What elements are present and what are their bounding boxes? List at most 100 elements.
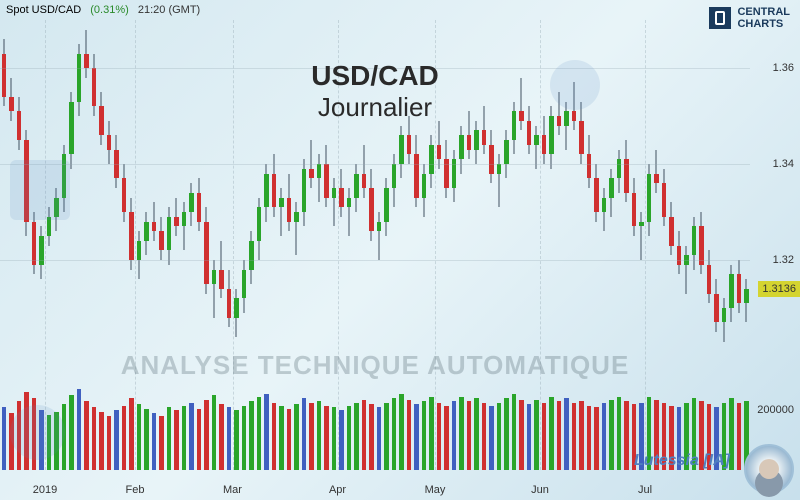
- volume-tick-label: 200000: [757, 404, 794, 416]
- x-tick-label: Jun: [531, 484, 549, 496]
- volume-bar: [444, 406, 449, 471]
- volume-bar: [384, 403, 389, 471]
- current-price-tag: 1.3136: [758, 281, 800, 297]
- volume-bar: [242, 406, 247, 471]
- volume-bar: [227, 407, 232, 470]
- volume-bar: [474, 398, 479, 470]
- volume-bar: [392, 398, 397, 470]
- volume-bar: [369, 404, 374, 470]
- volume-bar: [542, 403, 547, 471]
- x-tick-label: Feb: [126, 484, 145, 496]
- chart-container: { "header": { "instrument": "Spot USD/CA…: [0, 0, 800, 500]
- y-tick-label: 1.32: [773, 254, 794, 266]
- volume-bar: [144, 409, 149, 471]
- volume-bar: [189, 403, 194, 471]
- title-sub: Journalier: [0, 92, 750, 123]
- volume-bar: [212, 395, 217, 470]
- volume-bar: [459, 397, 464, 471]
- volume-bar: [534, 400, 539, 471]
- volume-bar: [737, 403, 742, 471]
- volume-bar: [152, 413, 157, 470]
- volume-bar: [579, 401, 584, 470]
- avatar-icon: [744, 444, 794, 494]
- volume-bar: [107, 416, 112, 470]
- volume-bar: [234, 410, 239, 470]
- volume-bar: [572, 403, 577, 471]
- volume-bar: [489, 406, 494, 471]
- volume-bar: [617, 397, 622, 471]
- price-axis: 1.32 1.34 1.36: [750, 20, 800, 380]
- volume-bar: [347, 406, 352, 471]
- volume-bar: [137, 404, 142, 470]
- volume-bar: [414, 404, 419, 470]
- watermark-text: ANALYSE TECHNIQUE AUTOMATIQUE: [0, 350, 750, 381]
- volume-bar: [309, 403, 314, 471]
- y-tick-label: 1.36: [773, 62, 794, 74]
- volume-bar: [549, 397, 554, 471]
- volume-bar: [362, 400, 367, 471]
- volume-bar: [77, 389, 82, 470]
- volume-bar: [84, 401, 89, 470]
- volume-bar: [527, 404, 532, 470]
- volume-bar: [302, 398, 307, 470]
- volume-bar: [219, 404, 224, 470]
- volume-bar: [519, 400, 524, 471]
- volume-bar: [437, 403, 442, 471]
- volume-bar: [587, 406, 592, 471]
- volume-bar: [624, 401, 629, 470]
- change-pct: (0.31%): [90, 4, 129, 16]
- instrument-label: Spot USD/CAD: [6, 4, 81, 16]
- volume-bar: [377, 407, 382, 470]
- header-bar: Spot USD/CAD (0.31%) 21:20 (GMT): [6, 4, 206, 16]
- volume-bar: [452, 401, 457, 470]
- x-tick-label: 2019: [33, 484, 57, 496]
- volume-bar: [557, 401, 562, 470]
- volume-bar: [69, 395, 74, 470]
- volume-bar: [332, 407, 337, 470]
- volume-bar: [257, 397, 262, 471]
- x-tick-label: May: [425, 484, 446, 496]
- time-axis: 2019 Feb Mar Apr May Jun Jul: [0, 480, 750, 500]
- volume-bar: [467, 401, 472, 470]
- x-tick-label: Jul: [638, 484, 652, 496]
- title-main: USD/CAD: [0, 60, 750, 92]
- volume-bar: [114, 410, 119, 470]
- volume-bar: [602, 403, 607, 471]
- volume-bar: [2, 407, 7, 470]
- bg-decoration: [10, 160, 70, 220]
- volume-bar: [129, 398, 134, 470]
- volume-bar: [324, 406, 329, 471]
- volume-bar: [339, 410, 344, 470]
- volume-bar: [92, 407, 97, 470]
- volume-bar: [594, 407, 599, 470]
- logo-text: CENTRALCHARTS: [737, 6, 790, 30]
- volume-bar: [287, 409, 292, 471]
- volume-bar: [407, 400, 412, 471]
- signature-label: Lutessia [IA]: [634, 452, 730, 470]
- logo-icon: [709, 7, 731, 29]
- x-tick-label: Mar: [223, 484, 242, 496]
- volume-bar: [272, 403, 277, 471]
- volume-bar: [504, 398, 509, 470]
- brand-logo: CENTRALCHARTS: [709, 6, 790, 30]
- volume-bar: [249, 401, 254, 470]
- volume-bar: [264, 394, 269, 471]
- volume-bar: [182, 406, 187, 471]
- volume-bar: [167, 407, 172, 470]
- volume-bar: [512, 394, 517, 471]
- volume-bar: [99, 412, 104, 471]
- volume-bar: [317, 401, 322, 470]
- volume-bar: [159, 416, 164, 470]
- volume-bar: [399, 394, 404, 471]
- volume-bar: [564, 398, 569, 470]
- y-tick-label: 1.34: [773, 158, 794, 170]
- volume-bar: [429, 397, 434, 471]
- volume-bar: [482, 403, 487, 471]
- volume-bar: [422, 401, 427, 470]
- x-tick-label: Apr: [329, 484, 346, 496]
- chart-title: USD/CAD Journalier: [0, 60, 750, 123]
- volume-bar: [279, 406, 284, 471]
- volume-bar: [497, 403, 502, 471]
- volume-bar: [197, 409, 202, 471]
- volume-bar: [609, 400, 614, 471]
